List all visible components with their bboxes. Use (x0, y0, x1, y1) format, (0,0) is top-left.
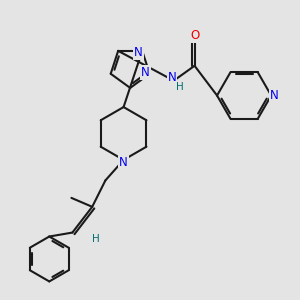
Text: N: N (141, 66, 150, 79)
Text: H: H (92, 233, 99, 244)
Text: N: N (168, 71, 176, 84)
Text: O: O (190, 29, 199, 42)
Text: N: N (134, 46, 142, 59)
Text: H: H (176, 82, 184, 92)
Text: N: N (119, 156, 128, 169)
Text: N: N (269, 89, 278, 102)
